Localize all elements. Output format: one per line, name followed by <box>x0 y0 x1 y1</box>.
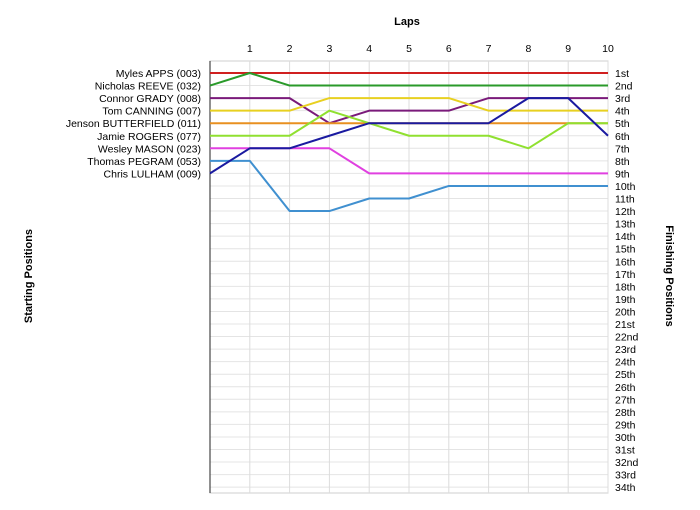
finishing-position-label: 19th <box>615 294 636 306</box>
x-tick-label: 8 <box>525 43 531 55</box>
grid <box>209 60 609 494</box>
starting-position-label: Chris LULHAM (009) <box>104 168 201 180</box>
finishing-position-label: 34th <box>615 482 636 494</box>
finishing-position-label: 13th <box>615 219 636 231</box>
y-axis-title-right: Finishing Positions <box>663 225 675 326</box>
series-line <box>209 72 608 87</box>
y-axis-title-left: Starting Positions <box>23 229 35 323</box>
finishing-position-label: 7th <box>615 143 630 155</box>
finishing-position-label: 24th <box>615 357 636 369</box>
finishing-position-label: 31st <box>615 445 635 457</box>
series-layer <box>209 72 609 213</box>
finishing-position-label: 2nd <box>615 81 633 93</box>
x-tick-label: 10 <box>602 43 614 55</box>
finishing-position-label: 32nd <box>615 457 639 469</box>
finishing-position-label: 26th <box>615 382 636 394</box>
finishing-position-label: 18th <box>615 281 636 293</box>
finishing-position-label: 6th <box>615 131 630 143</box>
starting-position-label: Thomas PEGRAM (053) <box>87 156 201 168</box>
finishing-position-label: 25th <box>615 369 636 381</box>
finishing-position-label: 14th <box>615 231 636 243</box>
finishing-position-label: 23rd <box>615 344 636 356</box>
starting-position-label: Connor GRADY (008) <box>99 93 201 105</box>
x-tick-label: 9 <box>565 43 571 55</box>
finishing-position-label: 1st <box>615 68 629 80</box>
starting-position-label: Tom CANNING (007) <box>102 106 201 118</box>
finishing-position-label: 33rd <box>615 470 636 482</box>
series-line <box>210 97 608 112</box>
finishing-position-label: 30th <box>615 432 636 444</box>
finishing-position-label: 22nd <box>615 332 639 344</box>
x-tick-label: 7 <box>486 43 492 55</box>
x-tick-label: 3 <box>326 43 332 55</box>
starting-position-label: Nicholas REEVE (032) <box>95 81 201 93</box>
ticks-layer: 1 2 3 4 5 6 7 8 9 10 1st2nd3rd4th5th6th7th8th9th10… <box>66 43 639 494</box>
finishing-position-label: 3rd <box>615 93 630 105</box>
finishing-position-label: 4th <box>615 106 630 118</box>
finishing-position-label: 21st <box>615 319 635 331</box>
x-tick-label: 6 <box>446 43 452 55</box>
finishing-position-label: 17th <box>615 269 636 281</box>
finishing-position-label: 27th <box>615 394 636 406</box>
finishing-position-label: 12th <box>615 206 636 218</box>
x-tick-label: 1 <box>247 43 253 55</box>
x-tick-label: 5 <box>406 43 412 55</box>
finishing-position-label: 29th <box>615 419 636 431</box>
starting-position-label: Myles APPS (003) <box>116 68 201 80</box>
starting-position-label: Wesley MASON (023) <box>98 143 201 155</box>
starting-position-label: Jenson BUTTERFIELD (011) <box>66 118 201 130</box>
finishing-position-label: 10th <box>615 181 636 193</box>
x-tick-label: 4 <box>366 43 372 55</box>
series-line <box>210 159 608 213</box>
x-tick-label: 2 <box>287 43 293 55</box>
x-axis-title: Laps <box>394 16 420 28</box>
series-line <box>210 109 608 150</box>
finishing-position-label: 28th <box>615 407 636 419</box>
finishing-position-label: 11th <box>615 194 635 206</box>
finishing-position-label: 20th <box>615 306 636 318</box>
finishing-position-label: 5th <box>615 118 630 130</box>
finishing-position-label: 9th <box>615 168 630 180</box>
finishing-position-label: 8th <box>615 156 630 168</box>
starting-position-label: Jamie ROGERS (077) <box>97 131 201 143</box>
finishing-position-label: 16th <box>615 256 636 268</box>
series-line <box>209 97 609 175</box>
finishing-position-label: 15th <box>615 244 636 256</box>
